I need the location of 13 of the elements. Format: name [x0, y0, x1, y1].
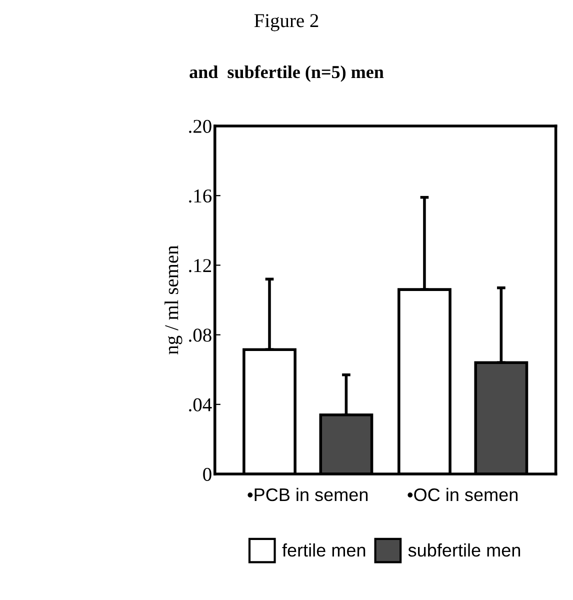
legend-label: subfertile men — [408, 543, 520, 557]
y-tick-label: .04 — [189, 398, 212, 412]
y-tick-label: .16 — [189, 189, 212, 203]
x-tick-label: •PCB in semen — [248, 488, 368, 502]
y-axis-title: ng / ml semen — [164, 245, 182, 354]
y-tick-label: .20 — [189, 120, 212, 134]
legend-label: fertile men — [282, 543, 366, 557]
y-tick-label: .12 — [189, 259, 212, 272]
y-tick-label: .08 — [189, 328, 212, 342]
chart-title: Figure 2 — [254, 14, 318, 32]
y-tick-label: 0 — [203, 468, 212, 481]
chart-subtitle: and subfertile (n=5) men — [190, 65, 384, 82]
x-tick-label: •OC in semen — [408, 488, 518, 502]
